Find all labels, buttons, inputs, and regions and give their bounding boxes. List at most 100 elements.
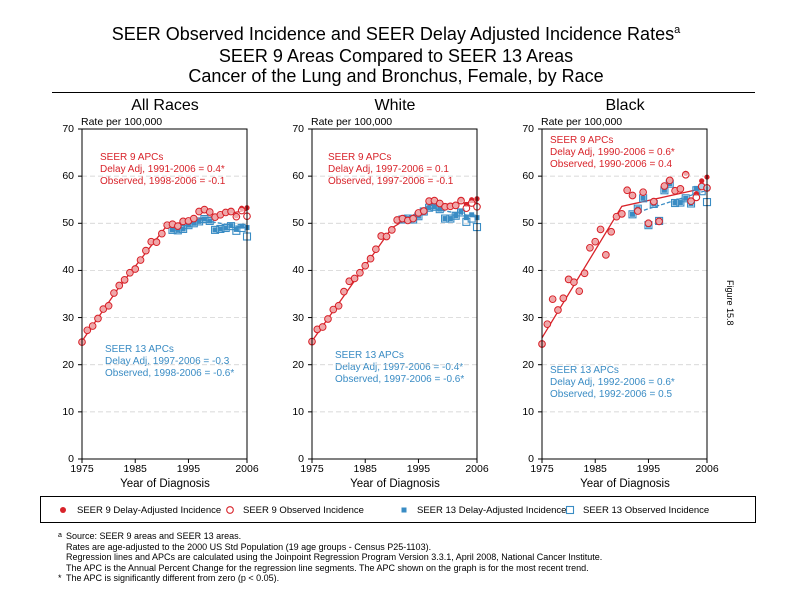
y-tick-label: 20 <box>522 358 534 371</box>
seer9-observed-point <box>205 208 214 216</box>
x-tick-label: 1995 <box>406 463 431 475</box>
legend-item-seer13-observed: SEER 13 Observed Incidence <box>583 505 710 516</box>
seer9-observed-point <box>692 193 701 202</box>
seer13-delay-point <box>437 206 443 212</box>
title-divider <box>52 92 755 93</box>
y-tick-label: 70 <box>522 123 534 135</box>
open-square-icon <box>565 505 575 515</box>
seer9-observed-point <box>227 207 235 216</box>
seer9-observed-point <box>467 199 476 207</box>
seer9-observed-point <box>136 256 145 264</box>
seer9-apc-annotation: SEER 9 APCs Delay Adj, 1990-2006 = 0.6* Ob… <box>550 135 675 170</box>
seer13-delay-point <box>212 227 218 233</box>
seer9-observed-point <box>120 276 129 284</box>
y-tick-label: 50 <box>522 217 534 230</box>
panel-title: All Races <box>131 97 199 114</box>
y-tick-label: 30 <box>292 311 304 324</box>
seer13-trend-line <box>632 189 708 215</box>
footnote-star-text: The APC is significantly different from … <box>66 573 280 583</box>
seer9-observed-point <box>451 201 460 210</box>
seer13-delay-point <box>217 226 223 232</box>
y-tick-label: 20 <box>62 358 74 371</box>
seer9-observed-point <box>366 254 375 263</box>
chart-panel <box>78 128 252 463</box>
seer9-observed-point <box>189 214 198 223</box>
x-tick-label: 1975 <box>300 463 324 475</box>
seer9-observed-point <box>607 227 616 236</box>
seer9-observed-point <box>157 229 166 238</box>
y-tick-label: 10 <box>292 405 304 418</box>
footnote-line: Regression lines and APCs are calculated… <box>66 552 603 562</box>
seer13-apc-annotation: SEER 13 APCs Delay Adj, 1997-2006 = -0.3 O… <box>105 344 235 379</box>
y-tick-label: 60 <box>62 170 74 183</box>
footnote-line: Source: SEER 9 areas and SEER 13 areas. <box>66 531 242 541</box>
seer9-observed-point <box>644 219 653 228</box>
seer9-observed-point <box>232 212 241 221</box>
seer13-delay-point <box>228 223 234 229</box>
seer9-observed-point <box>324 315 332 323</box>
seer13-delay-point <box>661 187 667 193</box>
seer9-observed-point <box>361 261 370 270</box>
legend-markers <box>60 505 575 515</box>
filled-circle-icon <box>60 507 66 513</box>
seer9-apc-annotation: SEER 9 APCs Delay Adj, 1997-2006 = 0.1 Obs… <box>328 152 454 187</box>
x-tick-label: 2006 <box>695 463 719 475</box>
seer9-observed-point <box>94 314 102 323</box>
plot-frame <box>81 128 248 460</box>
seer13-delay-point <box>431 204 437 210</box>
seer9-observed-point <box>237 206 246 215</box>
seer13-delay-point <box>447 216 453 222</box>
footnote-a-marker: a <box>58 532 62 539</box>
footnote-line: Rates are age-adjusted to the 2000 US St… <box>66 541 432 552</box>
seer13-delay-point <box>469 212 475 218</box>
y-tick-label: 60 <box>522 170 534 183</box>
filled-square-icon <box>401 507 407 513</box>
y-axis-label: Rate per 100,000 <box>541 116 623 128</box>
seer9-observed-point <box>462 204 471 213</box>
seer9-apc-annotation: SEER 9 APCs Delay Adj, 1991-2006 = 0.4* Ob… <box>100 152 226 187</box>
seer9-observed-point <box>409 214 417 223</box>
seer9-observed-point <box>570 278 578 287</box>
seer13-delay-point <box>207 218 213 224</box>
footnote-star: * The APC is significantly different fro… <box>58 573 280 584</box>
panel-title: Black <box>605 97 645 114</box>
seer9-observed-point <box>554 306 562 314</box>
seer13-delay-point <box>640 195 646 201</box>
y-tick-label: 60 <box>292 170 304 183</box>
footnote-a: a Source: SEER 9 areas and SEER 13 areas… <box>58 531 603 573</box>
title-line-1: SEER Observed Incidence and SEER Delay A… <box>111 24 681 44</box>
seer13-delay-point <box>169 227 175 233</box>
open-circle-icon <box>226 506 234 514</box>
seer9-observed-point <box>660 182 669 190</box>
panel-title: White <box>374 97 416 114</box>
seer9-observed-point <box>639 188 647 197</box>
y-tick-label: 30 <box>62 311 74 324</box>
seer9-trend-line <box>311 201 478 342</box>
seer13-delay-point <box>239 223 245 229</box>
seer9-observed-point <box>382 232 391 241</box>
x-tick-label: 2006 <box>465 463 489 475</box>
plot-frame <box>541 128 708 460</box>
y-axis-label: Rate per 100,000 <box>81 116 163 128</box>
seer9-observed-point <box>676 185 685 193</box>
seer9-observed-point <box>575 287 584 296</box>
seer9-observed-point <box>617 210 626 218</box>
y-tick-label: 0 <box>528 453 534 465</box>
y-tick-label: 0 <box>298 453 304 465</box>
chart-panel <box>538 128 712 463</box>
plot-frame <box>311 128 478 460</box>
seer9-observed-point <box>435 199 444 208</box>
seer9-observed-point <box>649 197 658 206</box>
y-tick-label: 40 <box>522 264 534 277</box>
seer9-observed-point <box>586 243 594 252</box>
seer9-observed-point <box>340 287 348 296</box>
y-tick-label: 40 <box>62 264 74 277</box>
seer9-observed-point <box>457 196 465 205</box>
seer9-observed-point <box>681 170 690 179</box>
seer9-observed-point <box>104 301 113 310</box>
seer13-apc-annotation: SEER 13 APCs Delay Adj, 1997-2006 = -0.4*… <box>335 350 465 385</box>
seer9-trend-line <box>541 186 708 339</box>
seer9-observed-point <box>548 295 557 304</box>
